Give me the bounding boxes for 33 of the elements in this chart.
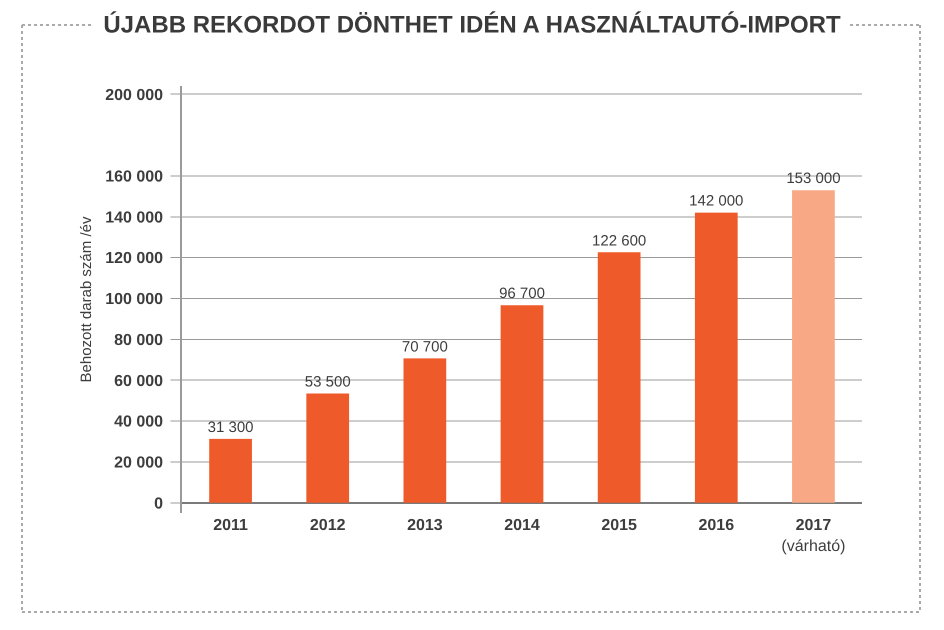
y-tick-label: 80 000 <box>114 332 164 349</box>
bar <box>403 358 446 503</box>
y-axis-title: Behozott darab szám /év <box>78 216 95 382</box>
y-tick-label: 60 000 <box>114 372 164 390</box>
bar <box>306 393 350 503</box>
y-tick-label: 0 <box>154 495 164 512</box>
data-label: 70 700 <box>402 338 448 356</box>
bar <box>792 190 835 503</box>
bar <box>598 252 641 503</box>
bar <box>500 305 544 503</box>
data-label: 153 000 <box>786 170 841 188</box>
y-tick-label: 100 000 <box>105 291 164 308</box>
y-tick-label: 160 000 <box>105 168 164 186</box>
x-tick-label: 2014 <box>504 517 540 534</box>
bar <box>694 212 738 503</box>
x-tick-label: 2011 <box>213 517 248 534</box>
x-tick-label: 2013 <box>407 517 443 534</box>
y-tick-label: 40 000 <box>114 414 164 431</box>
bar <box>209 438 252 503</box>
data-label: 53 500 <box>304 373 351 390</box>
y-tick-label: 200 000 <box>105 86 164 104</box>
data-label: 142 000 <box>689 192 744 210</box>
y-tick-label: 140 000 <box>105 209 164 226</box>
data-label: 122 600 <box>592 232 646 250</box>
y-tick-label: 20 000 <box>114 454 164 472</box>
chart-title: ÚJABB REKORDOT DÖNTHET IDÉN A HASZNÁLTAUTÓ-IMPORT <box>103 10 841 38</box>
x-tick-label: 2016 <box>698 517 734 534</box>
data-label: 96 700 <box>499 285 545 302</box>
x-tick-label: 2012 <box>310 517 346 534</box>
x-tick-label: 2015 <box>601 517 638 534</box>
y-tick-label: 120 000 <box>105 250 164 268</box>
x-tick-label: 2017 (várható) <box>781 517 846 555</box>
data-label: 31 300 <box>208 418 254 436</box>
